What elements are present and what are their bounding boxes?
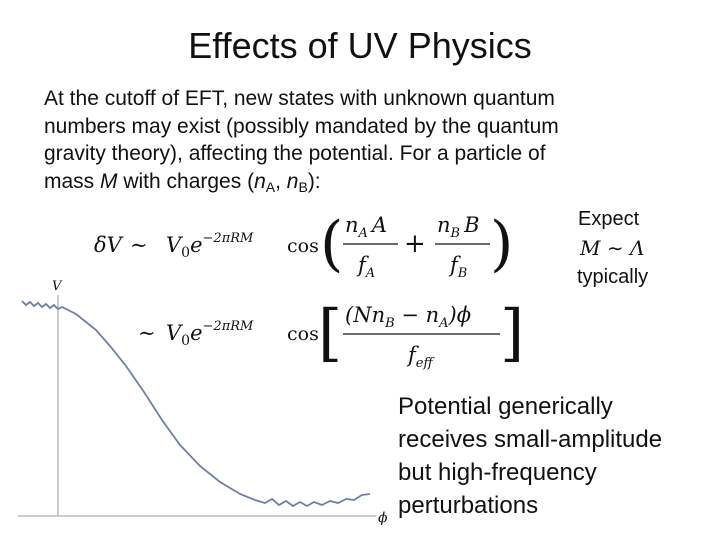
math: f xyxy=(406,343,419,367)
body: At the cutoff of EFT, new states with un… xyxy=(44,87,559,195)
conclusion: Potential generically receives small-amp… xyxy=(398,393,662,519)
math: A xyxy=(358,226,368,241)
text: , xyxy=(275,170,287,193)
math: A xyxy=(438,316,448,331)
equation-2: ∼ V0e−2πRM cos [ (NnB − nA)ϕ feff ] xyxy=(138,296,524,371)
math: (NnB − nA)ϕ xyxy=(345,303,471,331)
body-line: At the cutoff of EFT, new states with un… xyxy=(44,87,555,110)
conclusion-line: perturbations xyxy=(398,492,538,519)
axis-label: V xyxy=(52,279,63,294)
math: ∼ xyxy=(130,233,148,257)
math: V0e−2πRM xyxy=(166,319,254,349)
math: fB xyxy=(448,253,467,281)
side-note: M ∼ Λ xyxy=(579,236,644,260)
math: n xyxy=(437,213,451,237)
body-line: numbers may exist (possibly mandated by … xyxy=(44,115,559,138)
math: 0 xyxy=(181,333,190,349)
math: ) xyxy=(490,209,513,279)
math: feff xyxy=(406,343,435,371)
math: nB B xyxy=(437,213,480,241)
text: n xyxy=(287,170,299,193)
math: B xyxy=(463,213,479,237)
text: n xyxy=(254,170,266,193)
text: mass xyxy=(44,170,100,193)
math: eff xyxy=(416,356,436,371)
math: ∼ xyxy=(138,321,156,345)
body-line: gravity theory), affecting the potential… xyxy=(44,142,546,165)
plot: V ϕ xyxy=(18,279,388,526)
math: B xyxy=(450,226,461,241)
axis-label: ϕ xyxy=(378,510,388,526)
math: −2πRM xyxy=(203,231,254,246)
math: n xyxy=(345,213,359,237)
math: ( xyxy=(320,209,343,279)
subscript: A xyxy=(266,179,276,195)
text: with charges ( xyxy=(118,170,255,193)
math: nA A xyxy=(345,213,387,241)
math: e xyxy=(190,233,202,257)
potential-curve xyxy=(21,300,371,508)
math: 0 xyxy=(181,245,190,261)
math: f xyxy=(356,253,369,277)
math: [ xyxy=(318,296,342,369)
conclusion-line: receives small-amplitude xyxy=(398,426,662,453)
math: V xyxy=(166,233,183,257)
math: ] xyxy=(500,296,524,369)
math: f xyxy=(448,253,461,277)
math: A xyxy=(370,213,387,237)
conclusion-line: Potential generically xyxy=(398,393,613,420)
subscript: B xyxy=(298,179,307,195)
title: Effects of UV Physics xyxy=(188,25,531,66)
body-line: mass M with charges (nA, nB): xyxy=(44,170,321,195)
equation-1: δV ∼ V0e−2πRM cos ( nA A fA + nB B fB ) xyxy=(94,209,513,281)
math: fA xyxy=(356,253,375,281)
math: + xyxy=(404,229,426,259)
math: cos xyxy=(287,235,319,257)
math: (Nn xyxy=(345,303,385,327)
math: − n xyxy=(395,303,439,327)
math: A xyxy=(365,266,375,281)
math: V0e−2πRM xyxy=(166,231,254,261)
math: e xyxy=(190,321,202,345)
conclusion-line: but high-frequency xyxy=(398,459,597,486)
side-note: typically xyxy=(577,266,648,288)
math: B xyxy=(384,316,395,331)
math: B xyxy=(457,266,468,281)
math: cos xyxy=(287,323,319,345)
text: ): xyxy=(308,170,321,193)
math: V xyxy=(166,321,183,345)
text: M xyxy=(100,170,118,193)
math: )ϕ xyxy=(448,303,472,327)
math: −2πRM xyxy=(203,319,254,334)
side-note: Expect xyxy=(578,208,640,230)
math: δV xyxy=(94,233,124,257)
